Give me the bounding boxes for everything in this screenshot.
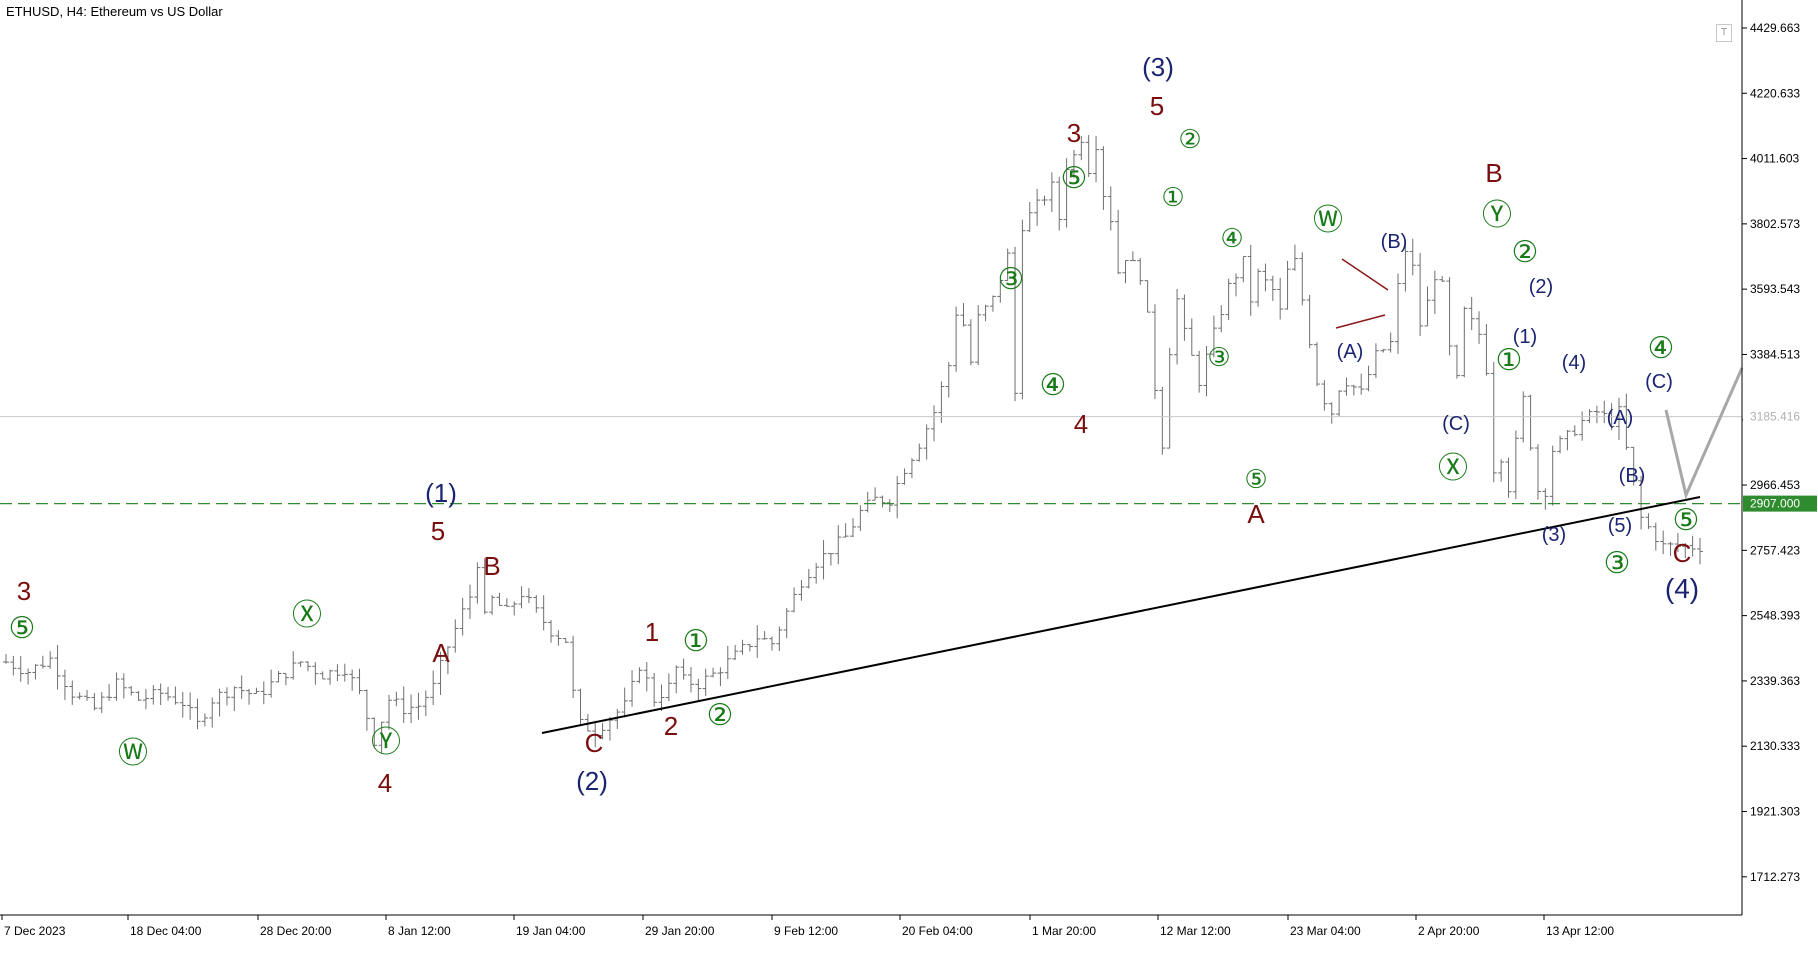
price-tick-label: 3384.513 [1750, 347, 1800, 361]
wave-label-m3: ③ [998, 263, 1025, 296]
price-tick-label: 2757.423 [1750, 543, 1800, 557]
wave-label-iB: B [483, 551, 500, 581]
wave-label-i1: 1 [645, 617, 659, 647]
wave-label-m4: ④ [1040, 369, 1067, 402]
time-tick-label: 9 Feb 12:00 [774, 924, 838, 938]
wave-label-iC2: C [1673, 538, 1692, 568]
wave-label-nB: (B) [1381, 231, 1408, 253]
wave-labels-layer: (1)(2)(3)(4)35AB4C12354ABC⑤ⓌⓍⓎ①②③④⑤②①④③⑤… [9, 52, 1700, 798]
triangle-upper [1341, 258, 1389, 291]
price-tick-label: 1921.303 [1750, 805, 1800, 819]
template-button[interactable]: T [1716, 24, 1732, 42]
time-tick-label: 2 Apr 20:00 [1418, 924, 1480, 938]
wave-label-p2: (2) [576, 766, 608, 796]
wave-label-n1: (1) [1513, 326, 1537, 348]
wave-label-nC: (C) [1442, 413, 1470, 435]
price-tick-label: 2966.453 [1750, 478, 1800, 492]
wave-label-i3: 3 [17, 576, 31, 606]
wave-label-iA2: A [1247, 499, 1265, 529]
price-tick-label: 4220.633 [1750, 86, 1800, 100]
wave-label-n2: (2) [1529, 276, 1553, 298]
time-tick-label: 19 Jan 04:00 [516, 924, 586, 938]
wave-label-p1: (1) [425, 478, 457, 508]
current-price-label: 3185.416 [1750, 410, 1800, 424]
wave-label-iB2: B [1485, 158, 1502, 188]
lines-layer [0, 258, 1744, 734]
wave-label-m3s: ③ [1207, 342, 1230, 372]
wave-label-mW2: Ⓦ [1313, 204, 1343, 237]
wave-label-nA: (A) [1337, 341, 1364, 363]
price-tick-label: 2548.393 [1750, 609, 1800, 623]
time-tick-label: 18 Dec 04:00 [130, 924, 202, 938]
price-tick-label: 4429.663 [1750, 21, 1800, 35]
wave-label-p3: (3) [1142, 52, 1174, 82]
wave-label-m4c: ④ [1648, 332, 1675, 365]
time-tick-label: 13 Apr 12:00 [1546, 924, 1614, 938]
time-tick-label: 20 Feb 04:00 [902, 924, 973, 938]
wave-label-nA2: (A) [1607, 407, 1634, 429]
time-tick-label: 1 Mar 20:00 [1032, 924, 1096, 938]
wave-label-i2: 2 [664, 711, 678, 741]
support-trendline [541, 496, 1701, 734]
price-tick-label: 3593.543 [1750, 282, 1800, 296]
triangle-lower [1335, 314, 1386, 329]
time-tick-label: 8 Jan 12:00 [388, 924, 451, 938]
wave-label-i5: 5 [431, 516, 445, 546]
wave-label-iA: A [432, 638, 450, 668]
time-tick-label: 29 Jan 20:00 [645, 924, 715, 938]
wave-label-m1s: ① [1161, 182, 1184, 212]
wave-label-m1c: ① [1496, 344, 1523, 377]
wave-label-mX: Ⓧ [292, 599, 322, 632]
wave-label-mY2: Ⓨ [1482, 199, 1512, 232]
wave-label-n5: (5) [1608, 515, 1632, 537]
support-level-box [1743, 495, 1817, 512]
wave-label-n4: (4) [1562, 352, 1586, 374]
wave-label-m4s: ④ [1220, 223, 1243, 253]
price-axis: 4429.663 4220.633 4011.603 3802.573 3593.543… [0, 0, 1817, 916]
candles-layer [3, 134, 1703, 754]
price-tick-label: 4011.603 [1750, 152, 1799, 166]
wave-label-mY: Ⓨ [371, 726, 401, 759]
wave-label-m2b: ② [1178, 124, 1201, 154]
wave-label-m2c: ② [1512, 236, 1539, 269]
wave-label-m5a: ⑤ [9, 612, 36, 645]
wave-label-mX2: Ⓧ [1438, 452, 1468, 485]
wave-label-nB2: (B) [1619, 465, 1646, 487]
wave-label-i3b: 3 [1067, 118, 1081, 148]
price-tick-label: 2130.333 [1750, 739, 1800, 753]
projection-path [1664, 367, 1744, 500]
wave-label-m5c: ⑤ [1673, 504, 1700, 537]
wave-label-m5b: ⑤ [1061, 162, 1088, 195]
wave-label-m1: ① [683, 625, 710, 658]
time-tick-label: 7 Dec 2023 [4, 924, 66, 938]
wave-label-mW: Ⓦ [118, 737, 148, 770]
time-axis: 7 Dec 2023 18 Dec 04:00 28 Dec 20:00 8 Jan … [1, 915, 1614, 938]
wave-label-n3: (3) [1542, 524, 1566, 546]
wave-label-m2: ② [707, 699, 734, 732]
support-level-label: 2907.000 [1750, 497, 1800, 511]
wave-label-i5b: 5 [1150, 91, 1164, 121]
wave-label-iC: C [585, 728, 604, 758]
price-tick-label: 1712.273 [1750, 870, 1800, 884]
price-tick-label: 3802.573 [1750, 217, 1800, 231]
wave-label-nC2: (C) [1645, 371, 1673, 393]
time-tick-label: 28 Dec 20:00 [260, 924, 332, 938]
time-tick-label: 12 Mar 12:00 [1160, 924, 1231, 938]
wave-label-m5s: ⑤ [1244, 464, 1267, 494]
wave-label-m3c: ③ [1604, 547, 1631, 580]
wave-label-p4: (4) [1665, 573, 1699, 604]
chart-title: ETHUSD, H4: Ethereum vs US Dollar [6, 4, 223, 19]
current-price-box [1743, 408, 1817, 425]
wave-label-i4b: 4 [1074, 409, 1088, 439]
price-tick-label: 2339.363 [1750, 674, 1800, 688]
wave-label-i4a: 4 [378, 768, 392, 798]
time-tick-label: 23 Mar 04:00 [1290, 924, 1361, 938]
